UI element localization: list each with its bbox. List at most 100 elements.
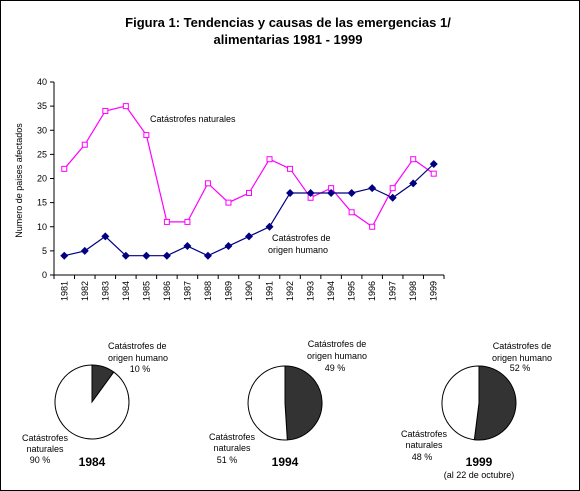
pie-1999-slice-human	[473, 365, 517, 441]
pie-1994-label-human-line1: Catástrofes de	[308, 339, 367, 349]
point-human	[80, 246, 89, 255]
y-tick-label: 35	[37, 101, 47, 111]
point-natural	[204, 180, 211, 187]
y-tick-label: 0	[42, 270, 47, 280]
y-tick-label: 40	[37, 77, 47, 87]
point-natural	[184, 218, 191, 225]
point-human	[388, 193, 397, 202]
point-human	[327, 188, 336, 197]
x-tick-label: 1999	[429, 281, 439, 301]
x-tick-label: 1991	[265, 281, 275, 301]
x-tick-label: 1998	[408, 281, 418, 301]
y-tick-label: 15	[37, 198, 47, 208]
pie-1984-label-natural-line2: naturales	[26, 444, 64, 454]
y-tick-label: 10	[37, 222, 47, 232]
point-human	[121, 251, 130, 260]
point-natural	[246, 189, 252, 196]
point-human	[203, 251, 212, 260]
pie-1999-label-natural-line2: naturales	[405, 440, 443, 450]
point-human	[162, 251, 171, 260]
x-tick-label: 1981	[59, 281, 69, 301]
point-natural	[163, 218, 170, 225]
point-natural	[143, 132, 150, 139]
point-natural	[61, 165, 68, 172]
point-human	[409, 179, 418, 188]
point-natural	[122, 103, 129, 110]
pie-1999-label-human-line1: Catástrofes de	[493, 341, 552, 351]
point-human	[368, 184, 377, 193]
pie-1984-pct-human: 10 %	[130, 364, 151, 374]
x-tick-label: 1994	[326, 281, 336, 301]
series-line-natural	[63, 105, 435, 228]
point-human	[224, 242, 233, 251]
pie-1994-pct-human: 49 %	[325, 363, 346, 373]
x-tick-label: 1983	[100, 281, 110, 301]
pie-1999-label-human-line2: origen humano	[492, 353, 552, 363]
pie-1984-pct-natural: 90 %	[30, 455, 51, 465]
point-natural	[225, 199, 232, 206]
x-tick-label: 1995	[347, 281, 357, 301]
point-natural	[389, 185, 396, 192]
pie-1994-slice-human	[284, 365, 323, 441]
point-natural	[430, 170, 437, 177]
pie-1999-pct-natural: 48 %	[412, 452, 433, 462]
point-human	[429, 160, 438, 169]
pie-1999-slice-natural	[441, 365, 480, 441]
x-tick-label: 1992	[285, 281, 295, 301]
point-natural	[102, 107, 109, 114]
x-tick-label: 1988	[203, 281, 213, 301]
pie-1999-note: (al 22 de octubre)	[444, 470, 515, 480]
pie-1984-slice-natural	[54, 364, 130, 440]
x-tick-label: 1993	[306, 281, 316, 301]
point-natural	[81, 141, 88, 148]
y-tick-label: 25	[37, 149, 47, 159]
pie-1984-year: 1984	[79, 455, 106, 469]
chart-title-line2: alimentarias 1981 - 1999	[214, 32, 363, 47]
point-human	[286, 188, 295, 197]
y-tick-label: 30	[37, 125, 47, 135]
point-natural	[348, 209, 355, 216]
y-axis-label: Numero de paises afectados	[14, 123, 24, 238]
pie-1994-label-human-line2: origen humano	[307, 351, 367, 361]
x-tick-label: 1984	[121, 281, 131, 301]
pie-1994-label-natural-line1: Catástrofes	[209, 432, 256, 442]
pie-1994-slice-natural	[247, 365, 288, 441]
x-tick-label: 1986	[162, 281, 172, 301]
point-human	[101, 232, 110, 241]
point-human	[347, 188, 356, 197]
series-line-human	[64, 163, 435, 257]
pie-1984-label-human-line2: origen humano	[108, 353, 168, 363]
point-human	[142, 251, 151, 260]
x-tick-label: 1987	[182, 281, 192, 301]
x-tick-label: 1989	[223, 281, 233, 301]
point-human	[183, 242, 192, 251]
point-natural	[266, 156, 273, 163]
label-natural: Catástrofes naturales	[150, 114, 236, 124]
point-natural	[410, 156, 417, 163]
pie-1999-label-natural-line1: Catástrofes	[401, 429, 448, 439]
point-natural	[287, 165, 294, 172]
x-tick-label: 1985	[141, 281, 151, 301]
chart-title-line1: Figura 1: Tendencias y causas de las eme…	[125, 15, 451, 30]
pie-1999-year: 1999	[466, 455, 493, 469]
pie-1994-label-natural-line2: naturales	[213, 443, 251, 453]
y-tick-label: 5	[42, 246, 47, 256]
pie-1999-pct-human: 52 %	[510, 363, 531, 373]
point-human	[265, 222, 274, 231]
point-natural	[369, 223, 376, 230]
x-tick-label: 1990	[244, 281, 254, 301]
pie-1994-year: 1994	[272, 455, 299, 469]
point-human	[306, 188, 315, 197]
label-human-line2: origen humano	[268, 245, 328, 255]
point-human	[60, 251, 69, 260]
pie-1984-label-natural-line1: Catástrofes	[22, 433, 69, 443]
point-human	[245, 232, 253, 241]
line-chart: 0 5 10 15 20 25 30 35 40 1981 1982 1983 1984 1985 1986…	[14, 77, 445, 301]
pie-1994-pct-natural: 51 %	[217, 455, 238, 465]
x-tick-label: 1982	[80, 281, 90, 301]
x-tick-label: 1996	[367, 281, 377, 301]
pie-1984-label-human-line1: Catástrofes de	[108, 341, 167, 351]
x-tick-label: 1997	[388, 281, 398, 301]
